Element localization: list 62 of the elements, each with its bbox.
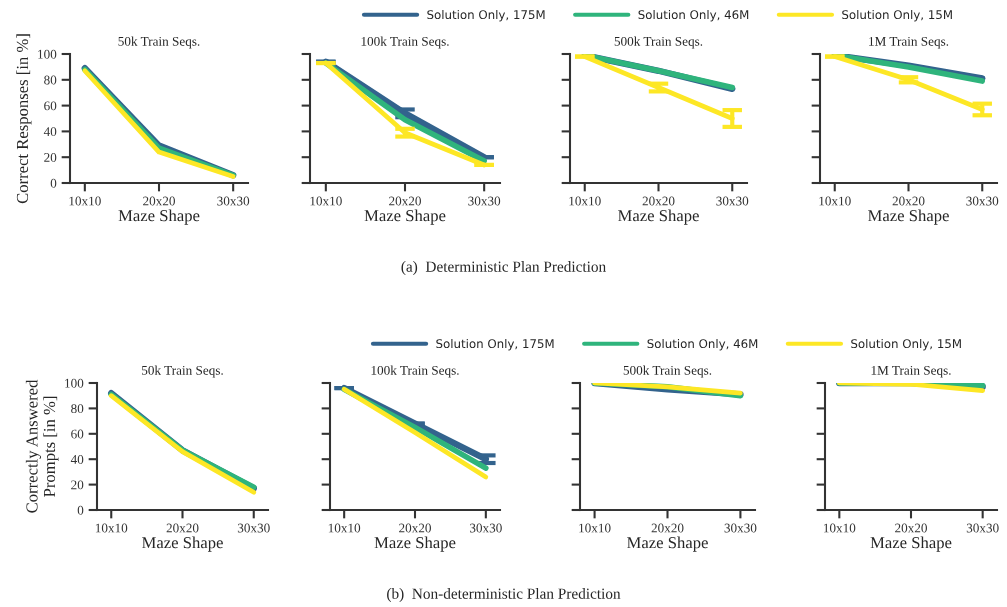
y-tick-label: 20 xyxy=(44,153,57,162)
chart-title: 1M Train Seqs. xyxy=(869,36,949,49)
chart-title: 500k Train Seqs. xyxy=(614,36,703,49)
x-tick-label: 20x20 xyxy=(399,523,431,533)
x-axis-title: Maze Shape xyxy=(118,209,200,225)
legend-label: Solution Only, 175M xyxy=(436,338,554,351)
chart-title: 50k Train Seqs. xyxy=(118,36,200,49)
x-tick-label: 30x30 xyxy=(966,196,999,206)
x-tick-label: 30x30 xyxy=(724,523,757,533)
legend-label: Solution Only, 15M xyxy=(842,9,952,22)
chart-title: 50k Train Seqs. xyxy=(142,365,223,378)
x-tick-label: 20x20 xyxy=(651,523,684,533)
x-tick-label: 10x10 xyxy=(569,196,601,206)
x-axis-title: Maze Shape xyxy=(374,536,456,552)
x-tick-label: 20x20 xyxy=(895,523,927,533)
x-tick-label: 20x20 xyxy=(143,196,175,206)
y-axis-title: Correct Responses [in %] xyxy=(16,34,32,204)
x-tick-label: 30x30 xyxy=(468,196,501,206)
x-tick-label: 30x30 xyxy=(237,523,270,533)
x-tick-label: 30x30 xyxy=(966,523,999,533)
x-tick-label: 20x20 xyxy=(389,196,421,206)
legend-label: Solution Only, 46M xyxy=(647,338,758,351)
x-tick-label: 10x10 xyxy=(824,523,856,533)
text: (b) Non-deterministic Plan Prediction xyxy=(387,588,621,602)
chart-title: 100k Train Seqs. xyxy=(361,36,449,49)
x-tick-label: 10x10 xyxy=(69,196,101,206)
legend-label: Solution Only, 46M xyxy=(638,9,749,22)
x-tick-label: 30x30 xyxy=(716,196,749,206)
y-tick-label: 40 xyxy=(43,127,57,137)
chart-title: 100k Train Seqs. xyxy=(371,365,459,378)
y-tick-label: 80 xyxy=(71,404,84,414)
x-tick-label: 20x20 xyxy=(166,523,199,533)
y-tick-label: 20 xyxy=(71,480,84,490)
y-tick-label: 0 xyxy=(50,178,57,188)
x-tick-label: 10x10 xyxy=(310,196,342,206)
x-tick-label: 10x10 xyxy=(579,523,611,533)
text: (a) Deterministic Plan Prediction xyxy=(401,261,606,275)
y-tick-label: 40 xyxy=(70,455,84,464)
x-axis-title: Maze Shape xyxy=(868,209,949,225)
y-tick-label: 100 xyxy=(38,49,57,59)
y-tick-label: 100 xyxy=(65,378,84,388)
x-axis-title: Maze Shape xyxy=(364,209,446,225)
x-tick-label: 10x10 xyxy=(328,523,361,533)
x-axis-title: Maze Shape xyxy=(870,536,952,552)
x-tick-label: 20x20 xyxy=(892,196,925,206)
chart-title: 1M Train Seqs. xyxy=(871,365,951,378)
y-tick-label: 80 xyxy=(44,75,57,85)
legend-label: Solution Only, 15M xyxy=(851,338,961,351)
x-axis-title: Maze Shape xyxy=(618,209,699,225)
x-tick-label: 10x10 xyxy=(819,196,851,206)
y-tick-label: 60 xyxy=(44,101,57,111)
x-axis-title: Maze Shape xyxy=(142,536,223,552)
y-axis-title: Correctly Answered Prompts [in %] xyxy=(25,379,59,513)
y-tick-label: 60 xyxy=(71,429,84,439)
y-tick-label: 0 xyxy=(77,505,84,515)
x-axis-title: Maze Shape xyxy=(627,536,708,552)
x-tick-label: 10x10 xyxy=(95,523,128,533)
x-tick-label: 20x20 xyxy=(642,196,675,206)
x-tick-label: 30x30 xyxy=(469,523,502,533)
x-tick-label: 30x30 xyxy=(217,196,250,206)
chart-title: 500k Train Seqs. xyxy=(623,365,712,378)
legend-label: Solution Only, 175M xyxy=(427,9,545,22)
